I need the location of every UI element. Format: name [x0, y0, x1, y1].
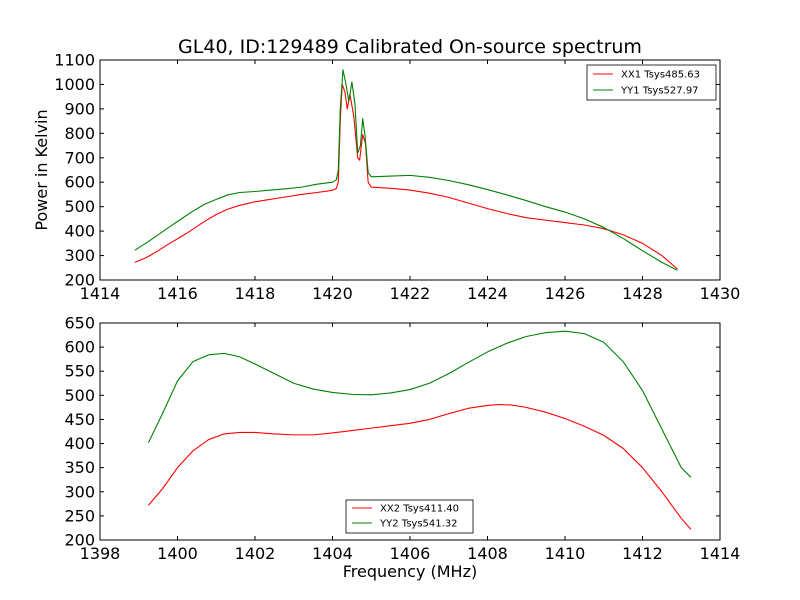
legend-label-xx1: XX1 Tsys485.63	[621, 70, 700, 81]
bottom-y-tick-label: 350	[64, 458, 95, 477]
top-y-tick-label: 300	[64, 246, 95, 265]
bottom-y-tick-label: 650	[64, 314, 95, 333]
bottom-y-tick-label: 300	[64, 482, 95, 501]
bottom-legend: XX2 Tsys411.40 YY2 Tsys541.32	[345, 499, 474, 534]
bottom-y-tick-label: 200	[64, 531, 95, 550]
bottom-x-tick-label: 1398	[80, 544, 121, 563]
top-y-tick-label: 1000	[54, 75, 95, 94]
bottom-y-tick-label: 500	[64, 386, 95, 405]
top-y-tick-label: 600	[64, 173, 95, 192]
legend-label-yy2: YY2 Tsys541.32	[379, 519, 458, 530]
x-axis-label: Frequency (MHz)	[343, 562, 477, 581]
series-line-xx2	[148, 403, 692, 530]
figure-title: GL40, ID:129489 Calibrated On-source spe…	[178, 36, 642, 58]
top-y-tick-label: 900	[64, 99, 95, 118]
top-axis-ticks: 1414 1416 1418 1420 1422 1424 1426 1428 1430 200 3…	[54, 51, 740, 304]
top-y-axis-label: Power in Kelvin	[32, 109, 51, 230]
top-x-tick-label: 1418	[235, 284, 276, 303]
top-x-tick-label: 1424	[467, 284, 508, 303]
bottom-y-tick-label: 400	[64, 434, 95, 453]
bottom-legend-box	[345, 499, 474, 534]
top-y-tick-label: 200	[64, 271, 95, 290]
top-series-layer	[134, 69, 678, 271]
bottom-x-tick-label: 1414	[700, 544, 741, 563]
top-x-tick-label: 1428	[622, 284, 663, 303]
top-legend: XX1 Tsys485.63 YY1 Tsys527.97	[586, 64, 717, 101]
legend-label-xx2: XX2 Tsys411.40	[380, 504, 459, 515]
bottom-y-tick-label: 450	[64, 410, 95, 429]
top-y-tick-label: 500	[64, 197, 95, 216]
bottom-series-layer	[147, 330, 692, 530]
bottom-x-tick-label: 1404	[312, 544, 353, 563]
bottom-x-tick-label: 1410	[545, 544, 586, 563]
top-x-tick-label: 1414	[80, 284, 121, 303]
series-line-yy1	[134, 69, 678, 271]
top-x-tick-label: 1422	[390, 284, 431, 303]
top-x-tick-label: 1430	[700, 284, 741, 303]
top-y-tick-label: 700	[64, 148, 95, 167]
bottom-axis-ticks: 1398 1400 1402 1404 1406 1408 1410 1412 1414 200 2…	[64, 314, 740, 564]
series-line-xx1	[134, 83, 678, 270]
bottom-y-tick-label: 600	[64, 338, 95, 357]
top-x-tick-label: 1420	[312, 284, 353, 303]
top-spectrum-panel: 1414 1416 1418 1420 1422 1424 1426 1428 1430 200 3…	[32, 51, 740, 304]
bottom-x-tick-label: 1412	[622, 544, 663, 563]
top-x-tick-label: 1426	[545, 284, 586, 303]
top-legend-box	[586, 64, 717, 101]
top-y-tick-label: 800	[64, 124, 95, 143]
bottom-spectrum-panel: 1398 1400 1402 1404 1406 1408 1410 1412 1414 200 2…	[64, 314, 740, 564]
bottom-x-tick-label: 1408	[467, 544, 508, 563]
bottom-y-tick-label: 550	[64, 362, 95, 381]
series-line-yy2	[147, 330, 692, 478]
legend-label-yy1: YY1 Tsys527.97	[620, 86, 699, 97]
bottom-x-tick-label: 1406	[390, 544, 431, 563]
bottom-x-tick-label: 1402	[235, 544, 276, 563]
bottom-x-tick-label: 1400	[157, 544, 198, 563]
top-y-tick-label: 1100	[54, 51, 95, 70]
top-x-tick-label: 1416	[157, 284, 198, 303]
top-y-tick-label: 400	[64, 222, 95, 241]
bottom-y-tick-label: 250	[64, 506, 95, 525]
